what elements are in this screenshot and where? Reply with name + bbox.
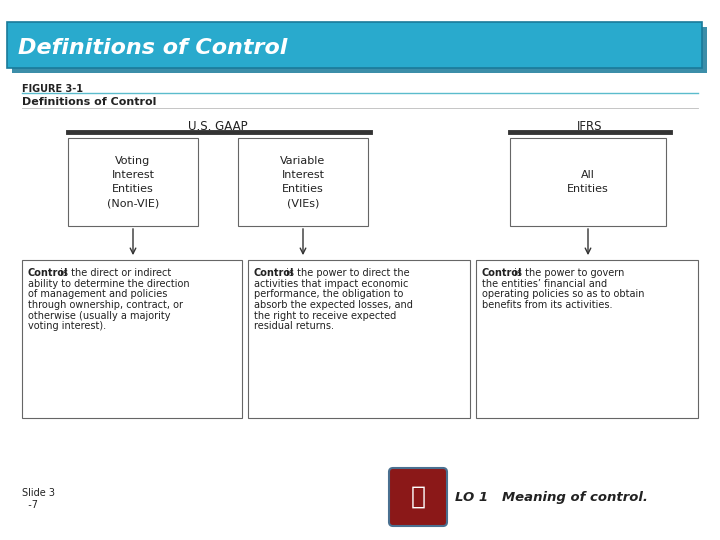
Text: performance, the obligation to: performance, the obligation to — [254, 289, 403, 299]
Text: the entities’ financial and: the entities’ financial and — [482, 279, 607, 289]
Text: ability to determine the direction: ability to determine the direction — [28, 279, 189, 289]
Bar — [248, 260, 470, 418]
Text: IFRS: IFRS — [577, 120, 603, 133]
Text: is the power to direct the: is the power to direct the — [284, 268, 410, 278]
Text: absorb the expected losses, and: absorb the expected losses, and — [254, 300, 413, 310]
Text: LO 1   Meaning of control.: LO 1 Meaning of control. — [455, 490, 648, 503]
Text: Slide 3: Slide 3 — [22, 488, 55, 498]
Text: Definitions of Control: Definitions of Control — [18, 38, 287, 58]
Text: U.S. GAAP: U.S. GAAP — [188, 120, 248, 133]
Bar — [12, 27, 707, 73]
Text: of management and policies: of management and policies — [28, 289, 167, 299]
Text: operating policies so as to obtain: operating policies so as to obtain — [482, 289, 644, 299]
Bar — [476, 260, 698, 418]
Bar — [22, 260, 242, 418]
Text: is the power to govern: is the power to govern — [511, 268, 625, 278]
Text: FIGURE 3-1: FIGURE 3-1 — [22, 84, 83, 94]
Text: Control: Control — [482, 268, 523, 278]
Text: benefits from its activities.: benefits from its activities. — [482, 300, 613, 310]
Bar — [510, 138, 666, 226]
Text: is the direct or indirect: is the direct or indirect — [58, 268, 171, 278]
Text: Voting
Interest
Entities
(Non-VIE): Voting Interest Entities (Non-VIE) — [107, 156, 159, 208]
Text: activities that impact economic: activities that impact economic — [254, 279, 408, 289]
Text: voting interest).: voting interest). — [28, 321, 106, 331]
Bar — [68, 138, 198, 226]
Bar — [238, 138, 368, 226]
Text: Definitions of Control: Definitions of Control — [22, 97, 156, 107]
Text: through ownership, contract, or: through ownership, contract, or — [28, 300, 183, 310]
FancyBboxPatch shape — [389, 468, 447, 526]
Text: Control: Control — [28, 268, 68, 278]
Text: -7: -7 — [22, 500, 38, 510]
Text: otherwise (usually a majority: otherwise (usually a majority — [28, 310, 171, 321]
Text: the right to receive expected: the right to receive expected — [254, 310, 396, 321]
Text: residual returns.: residual returns. — [254, 321, 334, 331]
Text: Control: Control — [254, 268, 294, 278]
Text: Variable
Interest
Entities
(VIEs): Variable Interest Entities (VIEs) — [280, 156, 325, 208]
Text: All
Entities: All Entities — [567, 170, 609, 194]
Text: Ⓕ: Ⓕ — [410, 485, 426, 509]
Bar — [7, 22, 702, 68]
